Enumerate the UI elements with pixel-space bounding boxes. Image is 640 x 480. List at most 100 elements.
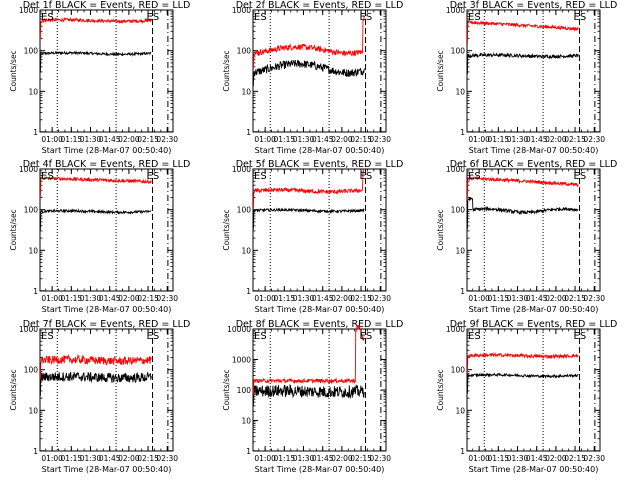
- x-tick-label: 01:30: [507, 294, 529, 303]
- y-axis-label: Counts/sec: [222, 50, 231, 91]
- y-axis-label: Counts/sec: [222, 369, 231, 410]
- chart-title: Det 5f BLACK = Events, RED = LLD: [236, 159, 404, 170]
- y-tick-label: 10: [241, 246, 251, 255]
- y-tick-label: 1: [460, 128, 465, 137]
- x-tick-label: 01:00: [254, 454, 276, 463]
- annotation-es-end: ES: [574, 171, 587, 182]
- y-axis-label: Counts/sec: [222, 209, 231, 250]
- x-tick-label: 02:00: [545, 135, 567, 144]
- plot-frame: [39, 328, 174, 452]
- x-tick-label: 01:30: [80, 454, 102, 463]
- panel-det-4: Det 4f BLACK = Events, RED = LLD 1 10 100 10…: [9, 159, 190, 314]
- y-tick-label: 10: [455, 87, 465, 96]
- annotation-es-end: ES: [147, 331, 160, 342]
- x-tick-label: 02:00: [545, 454, 567, 463]
- x-tick-label: 01:15: [61, 454, 83, 463]
- annotation-es-start: ES: [41, 331, 54, 342]
- x-tick-label: 01:45: [312, 135, 334, 144]
- plot-frame: [39, 9, 174, 133]
- x-tick-label: 01:00: [254, 135, 276, 144]
- plot-frame: [252, 9, 387, 133]
- y-tick-label: 10: [28, 246, 38, 255]
- x-tick-label: 02:30: [156, 454, 178, 463]
- x-tick-label: 01:15: [61, 294, 83, 303]
- x-tick-label: 02:30: [156, 294, 178, 303]
- x-tick-label: 01:00: [468, 294, 490, 303]
- x-tick-label: 01:30: [507, 454, 529, 463]
- x-tick-label: 02:30: [583, 454, 605, 463]
- y-tick-label: 10: [241, 417, 251, 426]
- x-axis-label: Start Time (28-Mar-07 00:50:40): [255, 146, 385, 155]
- chart-title: Det 4f BLACK = Events, RED = LLD: [23, 159, 191, 170]
- annotation-es-end: ES: [360, 12, 373, 23]
- series-line-lld: [466, 351, 579, 375]
- x-tick-label: 01:00: [468, 135, 490, 144]
- x-tick-label: 01:45: [99, 135, 121, 144]
- annotation-es-start: ES: [468, 171, 481, 182]
- y-axis-label: Counts/sec: [436, 50, 445, 91]
- panel-det-3: Det 3f BLACK = Events, RED = LLD 1 10 100 10…: [436, 0, 617, 155]
- x-tick-label: 01:45: [99, 454, 121, 463]
- plot-frame: [466, 328, 601, 452]
- annotation-es-start: ES: [254, 12, 267, 23]
- x-tick-label: 01:45: [312, 294, 334, 303]
- series-line-lld: [252, 168, 365, 210]
- chart-title: Det 9f BLACK = Events, RED = LLD: [450, 319, 618, 330]
- x-tick-label: 02:15: [350, 454, 372, 463]
- chart-title: Det 3f BLACK = Events, RED = LLD: [450, 0, 618, 11]
- series-line-lld: [252, 16, 365, 69]
- y-tick-label: 1000: [19, 325, 38, 334]
- chart-title: Det 2f BLACK = Events, RED = LLD: [236, 0, 404, 11]
- x-tick-label: 01:30: [507, 135, 529, 144]
- x-tick-label: 02:00: [331, 294, 353, 303]
- y-tick-label: 1: [246, 287, 251, 296]
- panel-det-1: Det 1f BLACK = Events, RED = LLD 1 10 100 10…: [9, 0, 190, 155]
- annotation-es-start: ES: [254, 171, 267, 182]
- x-tick-label: 01:15: [488, 294, 510, 303]
- x-tick-label: 01:45: [312, 454, 334, 463]
- chart-title: Det 8f BLACK = Events, RED = LLD: [236, 319, 404, 330]
- x-tick-label: 02:15: [564, 135, 586, 144]
- chart-title: Det 1f BLACK = Events, RED = LLD: [23, 0, 191, 11]
- series-line-lld: [466, 175, 579, 201]
- x-tick-label: 01:30: [80, 294, 102, 303]
- annotation-es-end: ES: [147, 171, 160, 182]
- annotation-es-end: ES: [147, 12, 160, 23]
- x-tick-label: 01:30: [80, 135, 102, 144]
- series-line-events: [252, 383, 365, 406]
- y-tick-label: 100: [237, 206, 252, 215]
- y-tick-label: 1000: [19, 165, 38, 174]
- plot-frame: [39, 168, 174, 292]
- x-tick-label: 02:00: [331, 135, 353, 144]
- series-line-events: [39, 50, 152, 73]
- x-tick-label: 01:30: [293, 454, 315, 463]
- x-tick-label: 01:15: [488, 135, 510, 144]
- panel-det-5: Det 5f BLACK = Events, RED = LLD 1 10 100 10…: [222, 159, 403, 314]
- x-tick-label: 02:00: [545, 294, 567, 303]
- plot-frame: [466, 9, 601, 133]
- series-line-events: [39, 208, 152, 231]
- x-tick-label: 02:30: [583, 135, 605, 144]
- series-line-events: [252, 59, 365, 87]
- x-tick-label: 01:00: [41, 135, 63, 144]
- series-line-events: [466, 372, 579, 395]
- x-tick-label: 02:30: [156, 135, 178, 144]
- x-axis-label: Start Time (28-Mar-07 00:50:40): [255, 465, 385, 474]
- series-line-events: [39, 371, 152, 396]
- x-tick-label: 01:00: [254, 294, 276, 303]
- panel-det-7: Det 7f BLACK = Events, RED = LLD 1 10 100 10…: [9, 319, 190, 474]
- x-tick-label: 01:45: [99, 294, 121, 303]
- x-tick-label: 02:00: [118, 294, 140, 303]
- y-tick-label: 10: [241, 87, 251, 96]
- y-tick-label: 1000: [446, 6, 465, 15]
- plot-frame: [252, 168, 387, 292]
- x-tick-label: 01:45: [526, 454, 548, 463]
- y-tick-label: 10: [28, 87, 38, 96]
- y-tick-label: 1: [246, 447, 251, 456]
- y-tick-label: 100: [451, 206, 466, 215]
- y-tick-label: 1000: [232, 6, 251, 15]
- annotation-es-end: ES: [360, 171, 373, 182]
- y-tick-label: 100: [24, 366, 39, 375]
- annotation-es-start: ES: [468, 12, 481, 23]
